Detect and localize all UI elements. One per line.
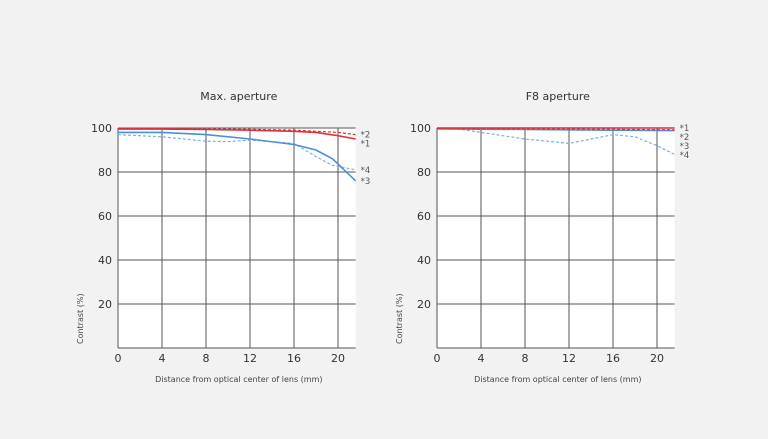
- series-line-3: [436, 128, 675, 132]
- y-axis-label: Contrast (%): [395, 293, 404, 344]
- x-tick-label: 4: [478, 352, 485, 365]
- f8-aperture-chart: 0 4 8 12 16 20 20 40 60 80 100 F8 aperture Distance …: [395, 90, 689, 384]
- x-tick-label: 16: [606, 352, 620, 365]
- max-aperture-chart: 0 4 8 12 16 20 20 40 60 80 100 Max. aperture Distanc…: [76, 90, 370, 384]
- x-axis-label: Distance from optical center of lens (mm…: [155, 375, 322, 384]
- x-tick-label: 12: [562, 352, 576, 365]
- x-tick-label: 0: [434, 352, 441, 365]
- plot-area: [437, 128, 675, 348]
- plot-area: [118, 128, 356, 348]
- y-tick-label: 100: [91, 122, 112, 135]
- x-tick-label: 8: [203, 352, 210, 365]
- series-line-2: [436, 127, 675, 131]
- series-line-2: [118, 127, 356, 136]
- x-tick-label: 0: [115, 352, 122, 365]
- curve-label: *1: [361, 140, 371, 150]
- series-line-4: [117, 134, 356, 171]
- y-tick-label: 40: [98, 254, 112, 267]
- y-tick-label: 80: [417, 166, 431, 179]
- y-tick-label: 40: [417, 254, 431, 267]
- y-tick-label: 60: [417, 210, 431, 223]
- y-tick-label: 100: [410, 122, 431, 135]
- x-axis-label: Distance from optical center of lens (mm…: [474, 375, 641, 384]
- curve-label: *4: [680, 151, 690, 161]
- y-tick-label: 20: [417, 298, 431, 311]
- x-tick-label: 20: [331, 352, 345, 365]
- y-tick-label: 20: [98, 298, 112, 311]
- curve-label: *2: [680, 133, 690, 143]
- y-tick-label: 80: [98, 166, 112, 179]
- x-tick-label: 12: [243, 352, 257, 365]
- chart-title: Max. aperture: [200, 90, 277, 103]
- y-axis-label: Contrast (%): [76, 293, 85, 344]
- curve-label: *4: [361, 166, 371, 176]
- x-tick-label: 4: [159, 352, 166, 365]
- x-tick-label: 20: [650, 352, 664, 365]
- x-tick-label: 8: [522, 352, 529, 365]
- series-line-3: [118, 131, 357, 182]
- curve-label: *1: [680, 124, 690, 134]
- series-line-1: [118, 128, 356, 140]
- curve-label: *3: [680, 142, 690, 152]
- y-tick-label: 60: [98, 210, 112, 223]
- curve-label: *3: [361, 177, 371, 187]
- chart-title: F8 aperture: [526, 90, 590, 103]
- x-tick-label: 16: [287, 352, 301, 365]
- series-line-4: [436, 127, 675, 155]
- curve-label: *2: [361, 131, 371, 141]
